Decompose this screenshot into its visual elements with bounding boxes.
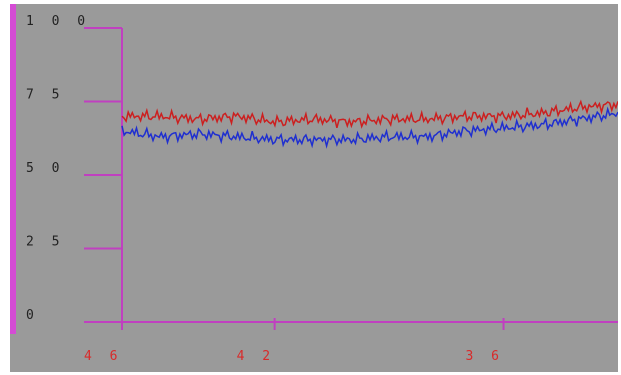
x-tick-label: 4 6: [84, 349, 122, 364]
y-tick-label: 1 0 0: [26, 14, 90, 29]
x-tick-label: 4 2: [237, 349, 275, 364]
series-red-line: [121, 99, 618, 129]
y-tick-label: 2 5: [26, 235, 64, 250]
chart-frame: 1 0 0 7 5 5 0 2 5 0 4 6 4 2 3 6: [10, 4, 618, 372]
line-chart: 1 0 0 7 5 5 0 2 5 0 4 6 4 2 3 6: [10, 4, 618, 372]
y-tick-label: 7 5: [26, 88, 64, 103]
x-tick-label: 3 6: [466, 349, 504, 364]
y-axis: 1 0 0 7 5 5 0 2 5 0: [26, 14, 123, 323]
left-accent-bar: [10, 4, 16, 334]
x-axis: 4 6 4 2 3 6: [84, 318, 618, 364]
y-tick-label: 5 0: [26, 161, 64, 176]
y-tick-label: 0: [26, 308, 39, 323]
series-layer: [121, 99, 618, 149]
series-blue-line: [121, 106, 618, 149]
chart-background: [10, 4, 618, 372]
